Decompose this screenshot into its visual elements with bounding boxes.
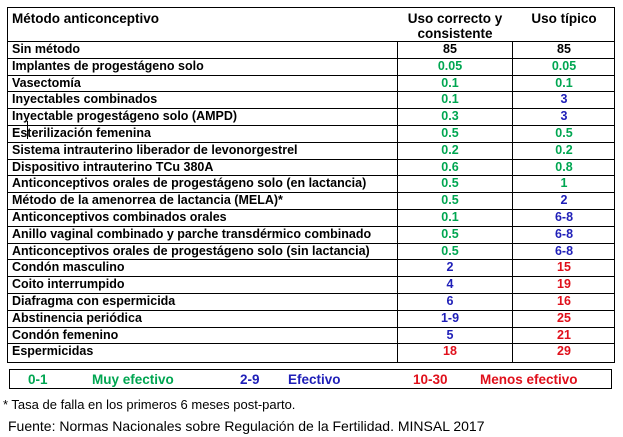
correct-use-rate: 2 — [446, 260, 454, 275]
correct-use-rate: 0.1 — [441, 210, 459, 224]
typical-use-rate: 21 — [557, 327, 571, 342]
source-citation: Fuente: Normas Nacionales sobre Regulaci… — [8, 418, 485, 434]
header-correct-use: Uso correcto y consistente — [407, 11, 503, 41]
typical-use-rate: 0.1 — [555, 75, 573, 90]
typical-use-rate: 19 — [557, 277, 571, 292]
typical-use-rate: 0.05 — [551, 58, 577, 73]
column-divider — [512, 41, 513, 362]
method-name: Anticonceptivos combinados orales — [12, 210, 227, 224]
method-name: Anillo vaginal combinado y parche transd… — [12, 226, 372, 241]
table-row: Dispositivo intrauterino TCu 380A 0.6 0.8 — [8, 158, 614, 176]
table-row: Diafragma con espermicida 6 16 — [8, 293, 614, 310]
method-name: Implantes de progestágeno solo — [12, 58, 204, 73]
typical-use-rate: 6-8 — [554, 210, 574, 224]
method-name: Sistema intrauterino liberador de levono… — [12, 142, 298, 157]
method-name: Método de la amenorrea de lactancia (MEL… — [12, 193, 283, 208]
table-row: Inyectables combinados 0.1 3 — [8, 91, 614, 108]
typical-use-rate: 16 — [557, 294, 571, 308]
method-name: Abstinencia periódica — [12, 310, 142, 325]
method-name: Dispositivo intrauterino TCu 380A — [12, 159, 214, 174]
correct-use-rate: 0.2 — [441, 142, 459, 157]
typical-use-rate: 6-8 — [554, 243, 574, 258]
method-name: Diafragma con espermicida — [12, 294, 176, 308]
table-row: Anticonceptivos orales de progestágeno s… — [8, 242, 614, 260]
typical-use-rate: 2 — [560, 193, 568, 208]
typical-use-rate: 6-8 — [554, 226, 574, 241]
typical-use-rate: 1 — [560, 176, 568, 191]
correct-use-rate: 0.5 — [441, 176, 459, 191]
table-row: Coito interrumpido 4 19 — [8, 276, 614, 293]
typical-use-rate: 3 — [560, 92, 568, 107]
correct-use-rate: 0.5 — [441, 243, 459, 258]
typical-use-rate: 0.8 — [555, 159, 573, 174]
table-row: Abstinencia periódica 1-9 25 — [8, 309, 614, 327]
table-row: Espermicidas 18 29 — [8, 343, 614, 360]
text-cursor — [27, 121, 28, 139]
table-row: Condón masculino 2 15 — [8, 259, 614, 276]
header-typical-use: Uso típico — [531, 11, 597, 26]
correct-use-rate: 0.05 — [437, 58, 463, 73]
typical-use-rate: 25 — [557, 310, 571, 325]
legend-range-blue: 2-9 — [240, 372, 260, 387]
method-name: Anticonceptivos orales de progestágeno s… — [12, 243, 370, 258]
method-name: Sin método — [12, 42, 81, 56]
correct-use-rate: 18 — [443, 344, 457, 359]
typical-use-rate: 3 — [560, 109, 568, 124]
correct-use-rate: 4 — [446, 277, 454, 292]
correct-use-rate: 0.1 — [441, 75, 459, 90]
correct-use-rate: 0.3 — [441, 109, 459, 124]
correct-use-rate: 85 — [443, 42, 457, 56]
method-name: Anticonceptivos orales de progestágeno s… — [12, 176, 367, 191]
header-method: Método anticonceptivo — [12, 11, 160, 26]
footnote: * Tasa de falla en los primeros 6 meses … — [3, 397, 296, 412]
table-header: Método anticonceptivo Uso correcto y con… — [8, 8, 614, 41]
method-name: Vasectomía — [12, 75, 81, 90]
table-row: Esterilización femenina 0.5 0.5 — [8, 125, 614, 142]
legend-label-green: Muy efectivo — [92, 372, 174, 387]
table-row: Anticonceptivos orales de progestágeno s… — [8, 175, 614, 192]
table-row: Implantes de progestágeno solo 0.05 0.05 — [8, 57, 614, 75]
table-row: Condón femenino 5 21 — [8, 326, 614, 344]
legend-range-red: 10-30 — [413, 372, 448, 387]
contraceptive-table: Método anticonceptivo Uso correcto y con… — [7, 7, 615, 363]
method-name: Espermicidas — [12, 344, 94, 359]
typical-use-rate: 0.5 — [555, 126, 573, 140]
correct-use-rate: 1-9 — [440, 310, 460, 325]
typical-use-rate: 15 — [557, 260, 571, 275]
table-row: Anticonceptivos combinados orales 0.1 6-8 — [8, 209, 614, 226]
correct-use-rate: 0.1 — [441, 92, 459, 107]
column-divider — [397, 41, 398, 362]
method-name: Condón femenino — [12, 327, 119, 342]
table-row: Método de la amenorrea de lactancia (MEL… — [8, 192, 614, 209]
correct-use-rate: 0.5 — [441, 126, 459, 140]
method-name: Condón masculino — [12, 260, 125, 275]
table-row: Sistema intrauterino liberador de levono… — [8, 141, 614, 159]
method-name: Inyectable progestágeno solo (AMPD) — [12, 109, 238, 124]
correct-use-rate: 0.5 — [441, 226, 459, 241]
table-row: Inyectable progestágeno solo (AMPD) 0.3 3 — [8, 108, 614, 125]
method-name: Inyectables combinados — [12, 92, 158, 107]
method-name: Coito interrumpido — [12, 277, 125, 292]
correct-use-rate: 0.6 — [441, 159, 459, 174]
correct-use-rate: 6 — [446, 294, 454, 308]
table-row: Vasectomía 0.1 0.1 — [8, 74, 614, 92]
correct-use-rate: 0.5 — [441, 193, 459, 208]
table-row: Anillo vaginal combinado y parche transd… — [8, 225, 614, 243]
legend-range-green: 0-1 — [28, 372, 48, 387]
typical-use-rate: 0.2 — [555, 142, 573, 157]
method-name: Esterilización femenina — [12, 126, 151, 140]
effectiveness-legend: 0-1 Muy efectivo 2-9 Efectivo 10-30 Meno… — [9, 369, 612, 389]
table-row: Sin método 85 85 — [8, 41, 614, 58]
legend-label-red: Menos efectivo — [480, 372, 578, 387]
typical-use-rate: 29 — [557, 344, 571, 359]
legend-label-blue: Efectivo — [288, 372, 341, 387]
typical-use-rate: 85 — [557, 42, 571, 56]
correct-use-rate: 5 — [446, 327, 454, 342]
